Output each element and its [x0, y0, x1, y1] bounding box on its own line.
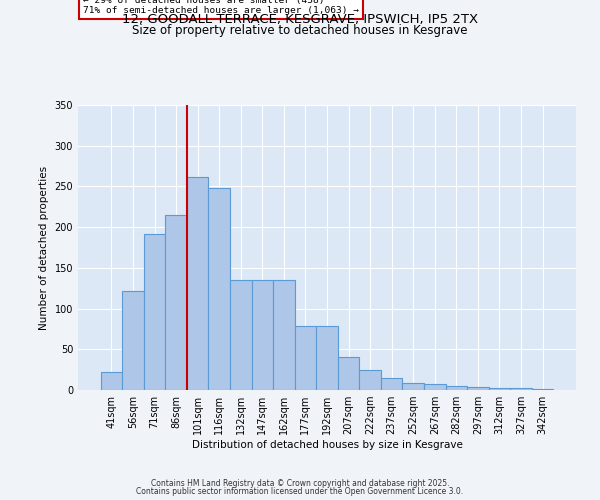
Y-axis label: Number of detached properties: Number of detached properties	[39, 166, 49, 330]
Text: Size of property relative to detached houses in Kesgrave: Size of property relative to detached ho…	[132, 24, 468, 37]
Bar	[359, 370, 381, 390]
Bar	[144, 234, 166, 390]
Bar	[424, 384, 446, 390]
Bar	[532, 389, 553, 390]
Bar	[446, 386, 467, 390]
Bar	[295, 326, 316, 390]
Text: 12 GOODALL TERRACE: 94sqm
← 29% of detached houses are smaller (438)
71% of semi: 12 GOODALL TERRACE: 94sqm ← 29% of detac…	[83, 0, 359, 15]
Bar	[510, 388, 532, 390]
Text: Contains public sector information licensed under the Open Government Licence 3.: Contains public sector information licen…	[136, 487, 464, 496]
Bar	[488, 388, 510, 390]
Bar	[381, 378, 403, 390]
Bar	[101, 372, 122, 390]
Bar	[251, 280, 273, 390]
Bar	[166, 215, 187, 390]
Bar	[316, 326, 338, 390]
Bar	[273, 280, 295, 390]
Bar	[122, 290, 144, 390]
Text: 12, GOODALL TERRACE, KESGRAVE, IPSWICH, IP5 2TX: 12, GOODALL TERRACE, KESGRAVE, IPSWICH, …	[122, 12, 478, 26]
X-axis label: Distribution of detached houses by size in Kesgrave: Distribution of detached houses by size …	[191, 440, 463, 450]
Bar	[187, 176, 208, 390]
Bar	[467, 386, 488, 390]
Bar	[403, 384, 424, 390]
Bar	[230, 280, 251, 390]
Bar	[208, 188, 230, 390]
Bar	[338, 358, 359, 390]
Text: Contains HM Land Registry data © Crown copyright and database right 2025.: Contains HM Land Registry data © Crown c…	[151, 478, 449, 488]
